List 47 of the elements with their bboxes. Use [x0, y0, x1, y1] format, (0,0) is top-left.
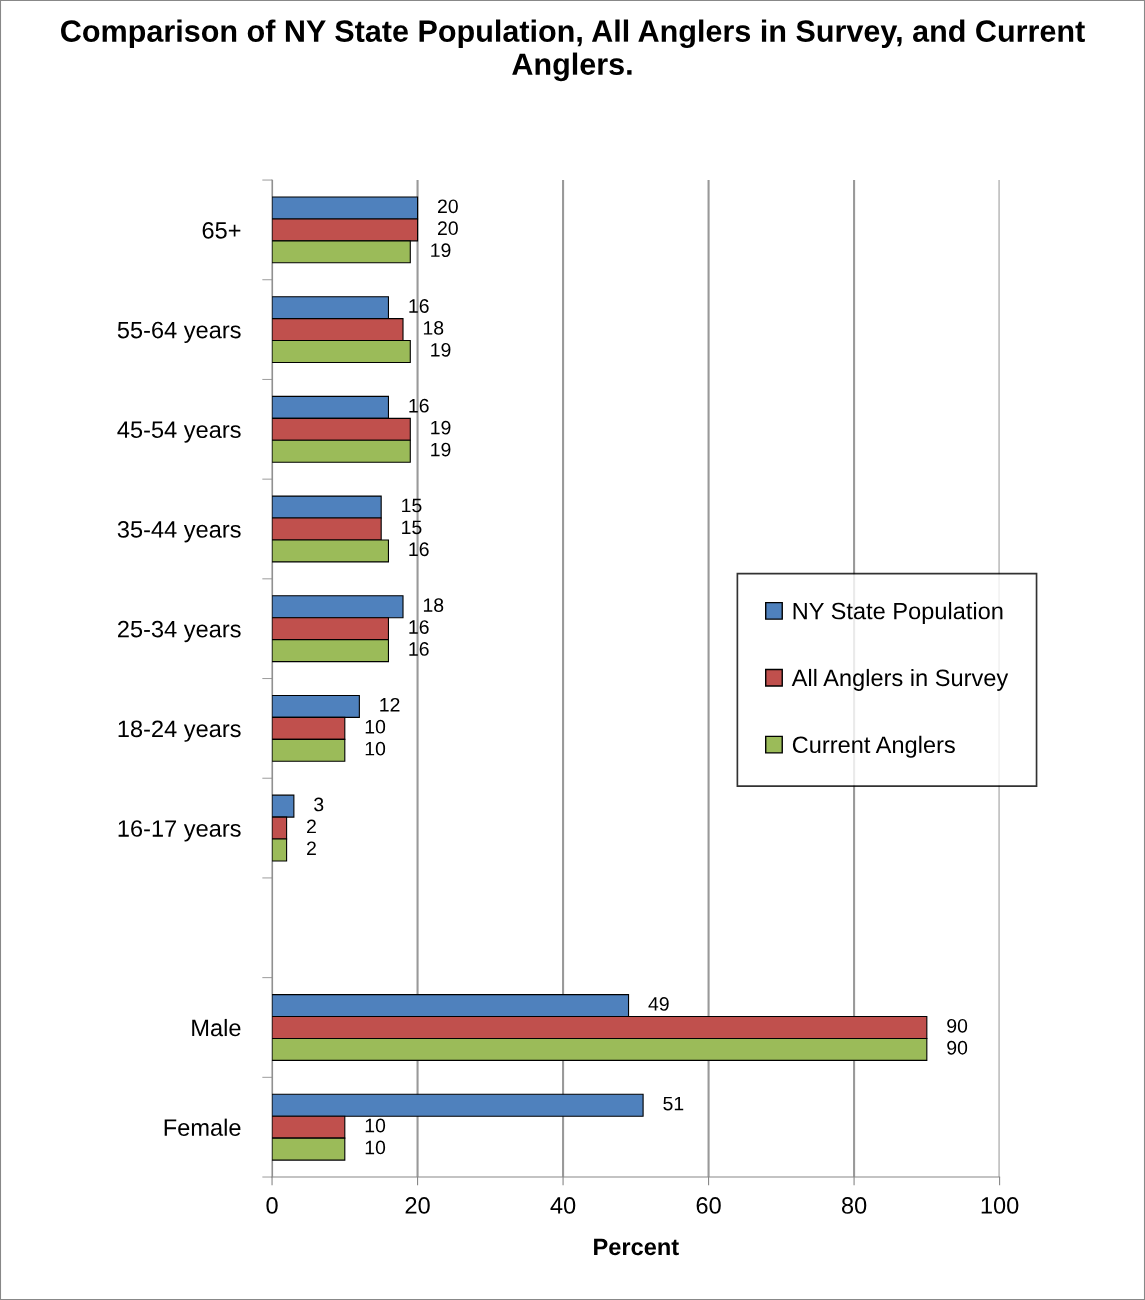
y-tick-label: Male [192, 1018, 241, 1037]
legend-label: Current Anglers [792, 735, 955, 758]
legend-label: All Anglers in Survey [791, 668, 1009, 691]
data-label: 3 [314, 797, 324, 812]
y-tick-label: 55-64 years [117, 321, 241, 344]
data-label: 49 [648, 996, 669, 1011]
legend-label: NY State Population [793, 602, 1003, 625]
x-axis-title: Percent [594, 1238, 679, 1256]
data-label: 90 [947, 1018, 968, 1033]
y-tick-label: Female [164, 1118, 241, 1136]
x-tick-label: 60 [696, 1197, 721, 1214]
x-tick-label: 40 [550, 1197, 576, 1214]
data-label: 10 [365, 1118, 386, 1133]
data-label: 16 [409, 642, 429, 656]
y-tick-label: 35-44 years [117, 521, 241, 543]
y-tick-label: 25-34 years [118, 620, 241, 643]
chart-title: Comparison of NY State Population, All Anglers in Survey, and Current Anglers. [61, 19, 1085, 82]
x-tick-label: 0 [266, 1197, 278, 1214]
data-label: 19 [431, 342, 451, 357]
data-label: 15 [402, 498, 422, 513]
data-label: 18 [423, 321, 444, 335]
data-label: 16 [409, 299, 429, 313]
data-label: 20 [437, 199, 458, 214]
y-tick-label: 65+ [202, 221, 241, 239]
data-label: 2 [307, 819, 316, 834]
x-tick-label: 100 [981, 1197, 1019, 1214]
data-label: 19 [431, 420, 451, 435]
data-label: 16 [409, 542, 429, 557]
data-label: 12 [380, 697, 400, 712]
data-label: 10 [365, 719, 386, 734]
data-label: 10 [365, 1140, 386, 1155]
data-label: 19 [431, 442, 451, 457]
y-tick-label: 45-54 years [117, 421, 241, 443]
x-tick-label: 80 [841, 1197, 867, 1214]
data-label: 90 [947, 1040, 968, 1055]
data-label: 20 [437, 221, 458, 236]
data-label: 15 [402, 520, 422, 535]
data-label: 16 [409, 620, 429, 634]
data-label: 19 [431, 243, 451, 258]
x-tick-label: 20 [405, 1197, 430, 1214]
data-label: 10 [365, 741, 386, 756]
data-label: 16 [409, 398, 429, 413]
data-label: 51 [663, 1096, 684, 1111]
data-label: 18 [423, 598, 444, 612]
y-tick-label: 16-17 years [118, 820, 241, 842]
data-label: 2 [307, 841, 316, 856]
y-tick-label: 18-24 years [118, 720, 241, 742]
